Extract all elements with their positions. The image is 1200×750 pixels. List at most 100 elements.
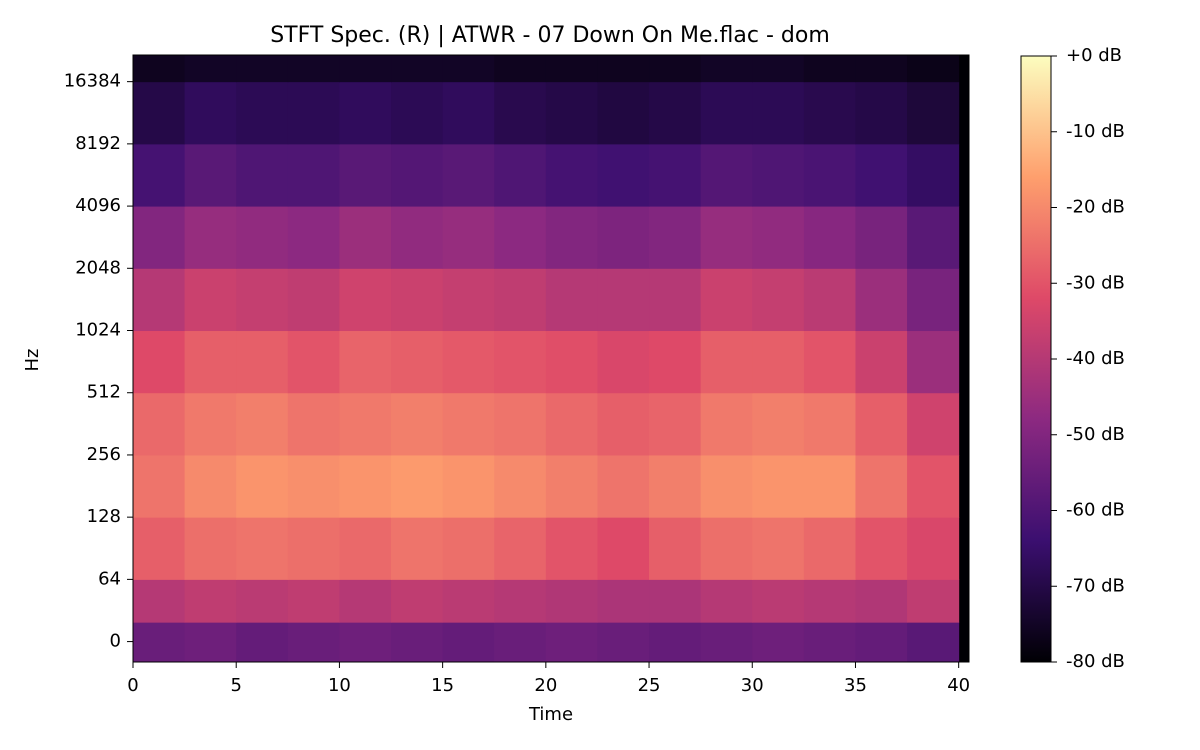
heatmap-cell: [700, 622, 753, 663]
heatmap-cell: [184, 268, 237, 332]
heatmap-cell: [236, 268, 289, 332]
heatmap-cell: [287, 330, 340, 394]
heatmap-cell: [752, 143, 805, 207]
x-tick-label: 20: [534, 675, 557, 696]
heatmap-cell: [494, 268, 547, 332]
heatmap-cell: [184, 330, 237, 394]
heatmap-cell: [700, 517, 753, 580]
x-tick-label: 5: [230, 675, 241, 696]
heatmap-cell: [442, 81, 495, 145]
heatmap-cell: [649, 143, 702, 207]
heatmap-cell: [855, 330, 908, 394]
heatmap-cell: [597, 81, 650, 145]
heatmap-cell: [236, 55, 289, 83]
x-tick-label: 10: [328, 675, 351, 696]
heatmap-cell: [597, 622, 650, 663]
colorbar-tick-label: -10 dB: [1066, 121, 1125, 142]
heatmap-cell: [752, 454, 805, 518]
y-tick-label: 64: [98, 568, 121, 589]
heatmap-cell: [752, 55, 805, 83]
heatmap-cell: [700, 268, 753, 332]
heatmap-cell: [649, 454, 702, 518]
colorbar-tick-label: -70 dB: [1066, 575, 1125, 596]
heatmap-cell: [391, 579, 444, 623]
y-tick-label: 128: [87, 506, 121, 527]
heatmap-cell: [752, 579, 805, 623]
y-tick-label: 16384: [64, 71, 121, 92]
y-tick-label: 8192: [75, 133, 121, 154]
heatmap-cell: [442, 454, 495, 518]
heatmap-cell: [339, 206, 392, 269]
heatmap-cell: [597, 454, 650, 518]
heatmap-cell: [287, 622, 340, 663]
heatmap-cell: [855, 143, 908, 207]
heatmap-cell: [442, 143, 495, 207]
heatmap-cell: [133, 392, 186, 456]
heatmap-cell: [236, 622, 289, 663]
x-tick-label: 35: [844, 675, 867, 696]
heatmap-cell: [545, 143, 598, 207]
chart-title: STFT Spec. (R) | ATWR - 07 Down On Me.fl…: [270, 23, 830, 48]
heatmap-cell: [545, 55, 598, 83]
heatmap-cell: [442, 622, 495, 663]
heatmap-cell: [133, 622, 186, 663]
heatmap-cell: [133, 206, 186, 269]
heatmap-cell: [649, 622, 702, 663]
heatmap-cell: [339, 330, 392, 394]
heatmap-cell: [391, 268, 444, 332]
heatmap-cell: [597, 579, 650, 623]
heatmap-cell: [855, 622, 908, 663]
heatmap-cell: [752, 392, 805, 456]
colorbar-tick-label: -40 dB: [1066, 348, 1125, 369]
y-tick-label: 0: [110, 631, 121, 652]
y-axis-label: Hz: [22, 349, 43, 372]
heatmap-cell: [494, 143, 547, 207]
heatmap-cell: [597, 206, 650, 269]
colorbar-tick-label: -30 dB: [1066, 272, 1125, 293]
heatmap-cell: [236, 517, 289, 580]
heatmap-cell: [907, 268, 960, 332]
heatmap-cell: [184, 454, 237, 518]
heatmap-cell: [597, 268, 650, 332]
heatmap-cell: [597, 143, 650, 207]
heatmap-cell: [494, 55, 547, 83]
heatmap-cell: [545, 81, 598, 145]
heatmap-cell: [133, 81, 186, 145]
heatmap-cell: [339, 454, 392, 518]
heatmap-cell: [752, 330, 805, 394]
heatmap-cell: [752, 622, 805, 663]
x-tick-label: 40: [947, 675, 970, 696]
heatmap-cell: [184, 143, 237, 207]
heatmap-cell: [803, 206, 856, 269]
heatmap-cell: [494, 206, 547, 269]
heatmap-cell: [339, 268, 392, 332]
heatmap-cell: [700, 206, 753, 269]
heatmap-cell: [184, 206, 237, 269]
colorbar-tick-label: +0 dB: [1066, 45, 1122, 66]
heatmap-cell: [752, 81, 805, 145]
heatmap-cell: [700, 143, 753, 207]
heatmap-cell: [236, 143, 289, 207]
heatmap-cell: [649, 517, 702, 580]
heatmap-cell: [442, 330, 495, 394]
heatmap-cell: [339, 55, 392, 83]
heatmap-cell: [391, 330, 444, 394]
heatmap-cell: [133, 55, 186, 83]
heatmap-cell: [803, 55, 856, 83]
heatmap-cell: [236, 579, 289, 623]
x-tick-label: 15: [431, 675, 454, 696]
heatmap-cell: [236, 206, 289, 269]
heatmap-cell: [391, 81, 444, 145]
heatmap-cell: [752, 268, 805, 332]
heatmap-cell: [907, 392, 960, 456]
heatmap-cell: [236, 330, 289, 394]
heatmap-cell: [339, 81, 392, 145]
colorbar-tick-label: -50 dB: [1066, 424, 1125, 445]
x-axis-label: Time: [528, 704, 573, 725]
y-tick-label: 4096: [75, 195, 121, 216]
heatmap-cell: [907, 81, 960, 145]
heatmap-cell: [700, 81, 753, 145]
heatmap-cell: [803, 392, 856, 456]
heatmap-cell: [545, 268, 598, 332]
